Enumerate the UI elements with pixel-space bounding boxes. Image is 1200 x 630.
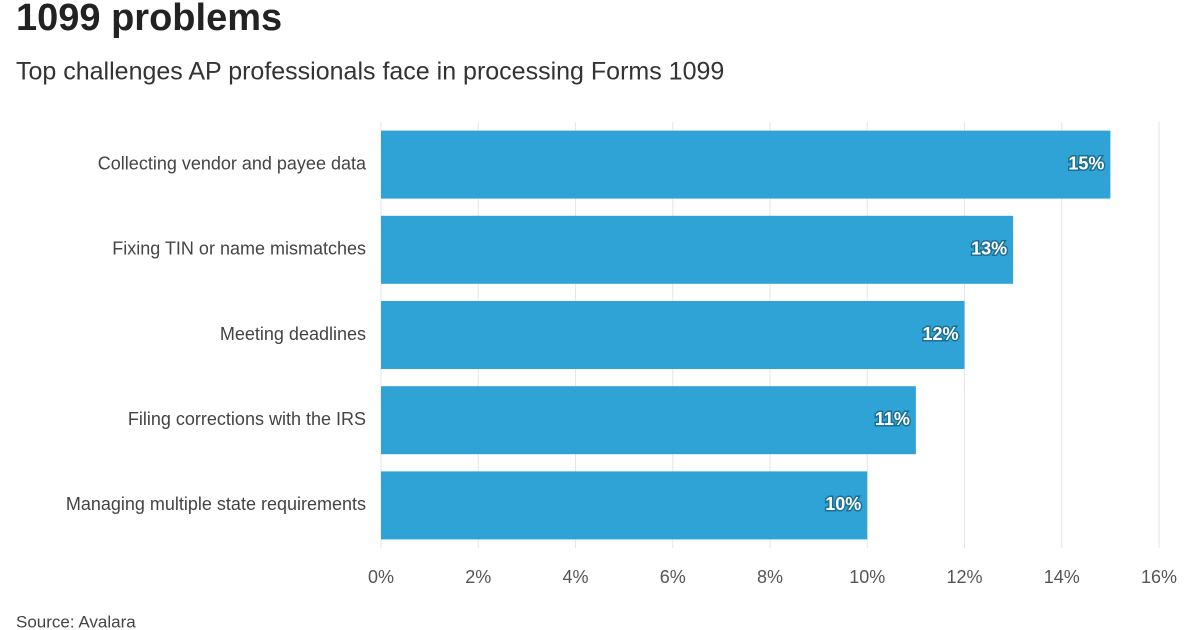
chart-title: 1099 problems bbox=[16, 0, 282, 39]
x-tick-label: 6% bbox=[660, 567, 686, 587]
x-tick-label: 2% bbox=[465, 567, 491, 587]
x-tick-label: 8% bbox=[757, 567, 783, 587]
x-tick-label: 12% bbox=[946, 567, 982, 587]
category-label: Meeting deadlines bbox=[220, 324, 366, 344]
value-label: 10% bbox=[825, 494, 861, 514]
bar bbox=[381, 130, 1111, 199]
value-label: 11% bbox=[875, 409, 910, 429]
x-tick-label: 16% bbox=[1141, 567, 1177, 587]
bar bbox=[381, 386, 916, 455]
x-tick-label: 4% bbox=[562, 567, 588, 587]
category-label: Collecting vendor and payee data bbox=[98, 153, 367, 173]
bar bbox=[381, 215, 1014, 284]
chart-subtitle: Top challenges AP professionals face in … bbox=[16, 58, 724, 86]
value-label: 15% bbox=[1068, 153, 1104, 173]
bar bbox=[381, 301, 965, 369]
x-tick-label: 0% bbox=[368, 567, 394, 587]
category-label: Managing multiple state requirements bbox=[66, 494, 366, 514]
x-tick-label: 10% bbox=[849, 567, 885, 587]
x-tick-label: 14% bbox=[1044, 567, 1080, 587]
bar bbox=[381, 471, 868, 540]
value-label: 13% bbox=[971, 239, 1007, 259]
value-label: 12% bbox=[922, 324, 958, 344]
source: Source: Avalara bbox=[16, 612, 136, 630]
category-label: Fixing TIN or name mismatches bbox=[112, 239, 366, 259]
category-label: Filing corrections with the IRS bbox=[128, 409, 366, 429]
